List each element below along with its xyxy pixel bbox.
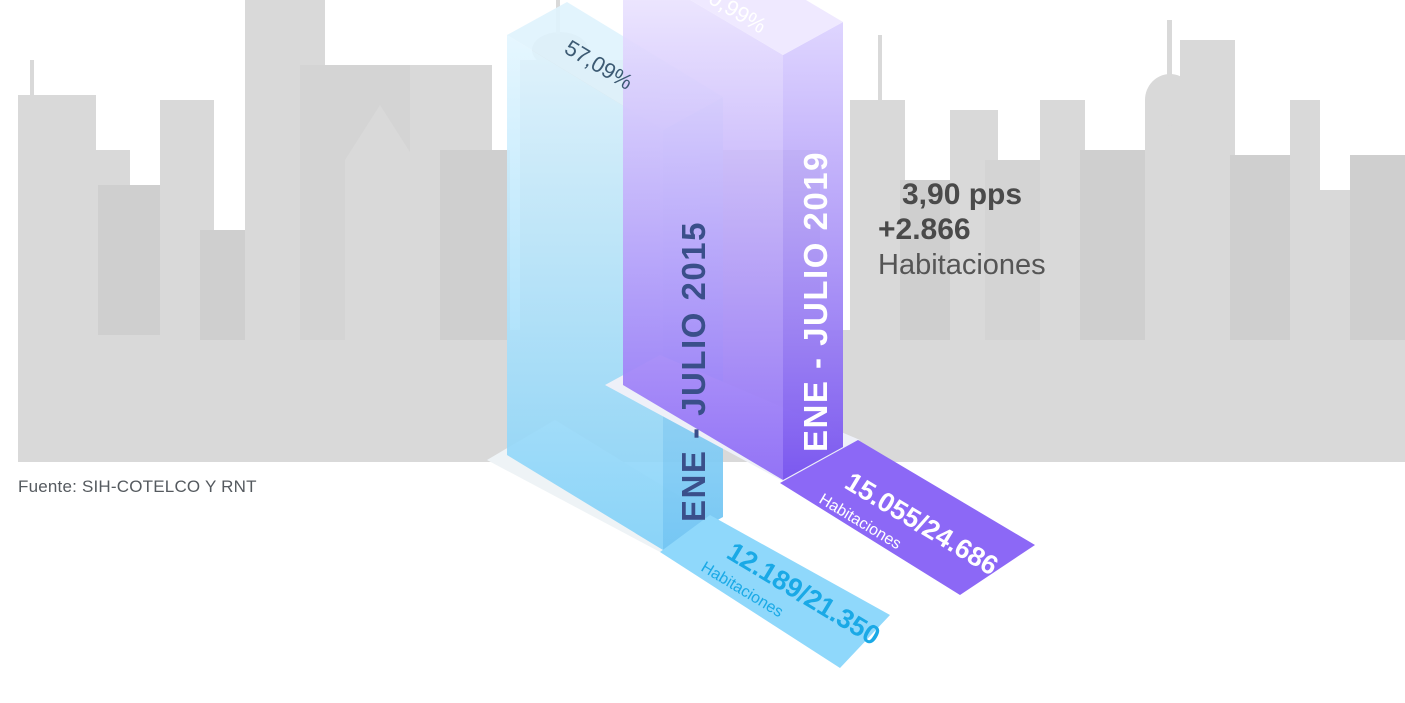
change-annotation: 3,90 pps +2.866 Habitaciones (878, 178, 1046, 282)
rooms-delta-unit: Habitaciones (878, 249, 1046, 281)
rooms-delta: +2.866 (878, 213, 971, 246)
category-label-2019: ENE - JULIO 2019 (797, 151, 834, 452)
bar-2019-front (623, 0, 783, 480)
bar-2015-rooms-plate (660, 515, 890, 668)
bar-2019-top (690, 0, 843, 55)
bar-2019-side (783, 22, 843, 480)
source-note: Fuente: SIH-COTELCO Y RNT (18, 477, 257, 496)
pps-change: 3,90 pps (902, 178, 1023, 211)
bar-2019 (605, 0, 1035, 595)
bar-2019-rooms-plate (780, 440, 1035, 595)
category-label-2015: ENE - JULIO 2015 (675, 221, 712, 522)
